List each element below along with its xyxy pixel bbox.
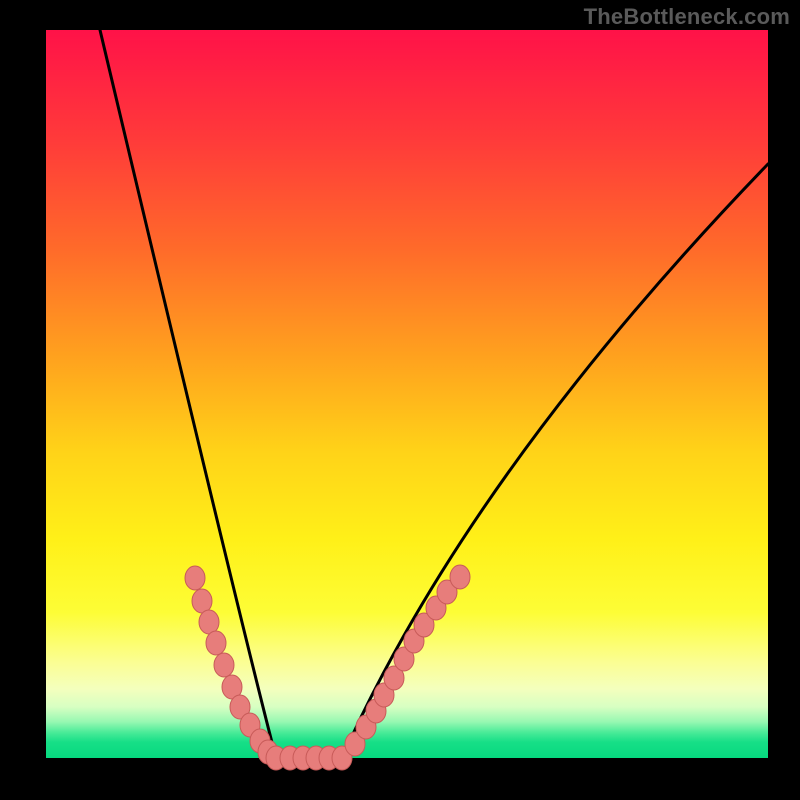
data-dot [199, 610, 219, 634]
data-dot [214, 653, 234, 677]
data-dot [206, 631, 226, 655]
data-dot [192, 589, 212, 613]
chart-stage: TheBottleneck.com [0, 0, 800, 800]
data-dot [450, 565, 470, 589]
data-dot [185, 566, 205, 590]
watermark-text: TheBottleneck.com [584, 4, 790, 30]
chart-svg [0, 0, 800, 800]
